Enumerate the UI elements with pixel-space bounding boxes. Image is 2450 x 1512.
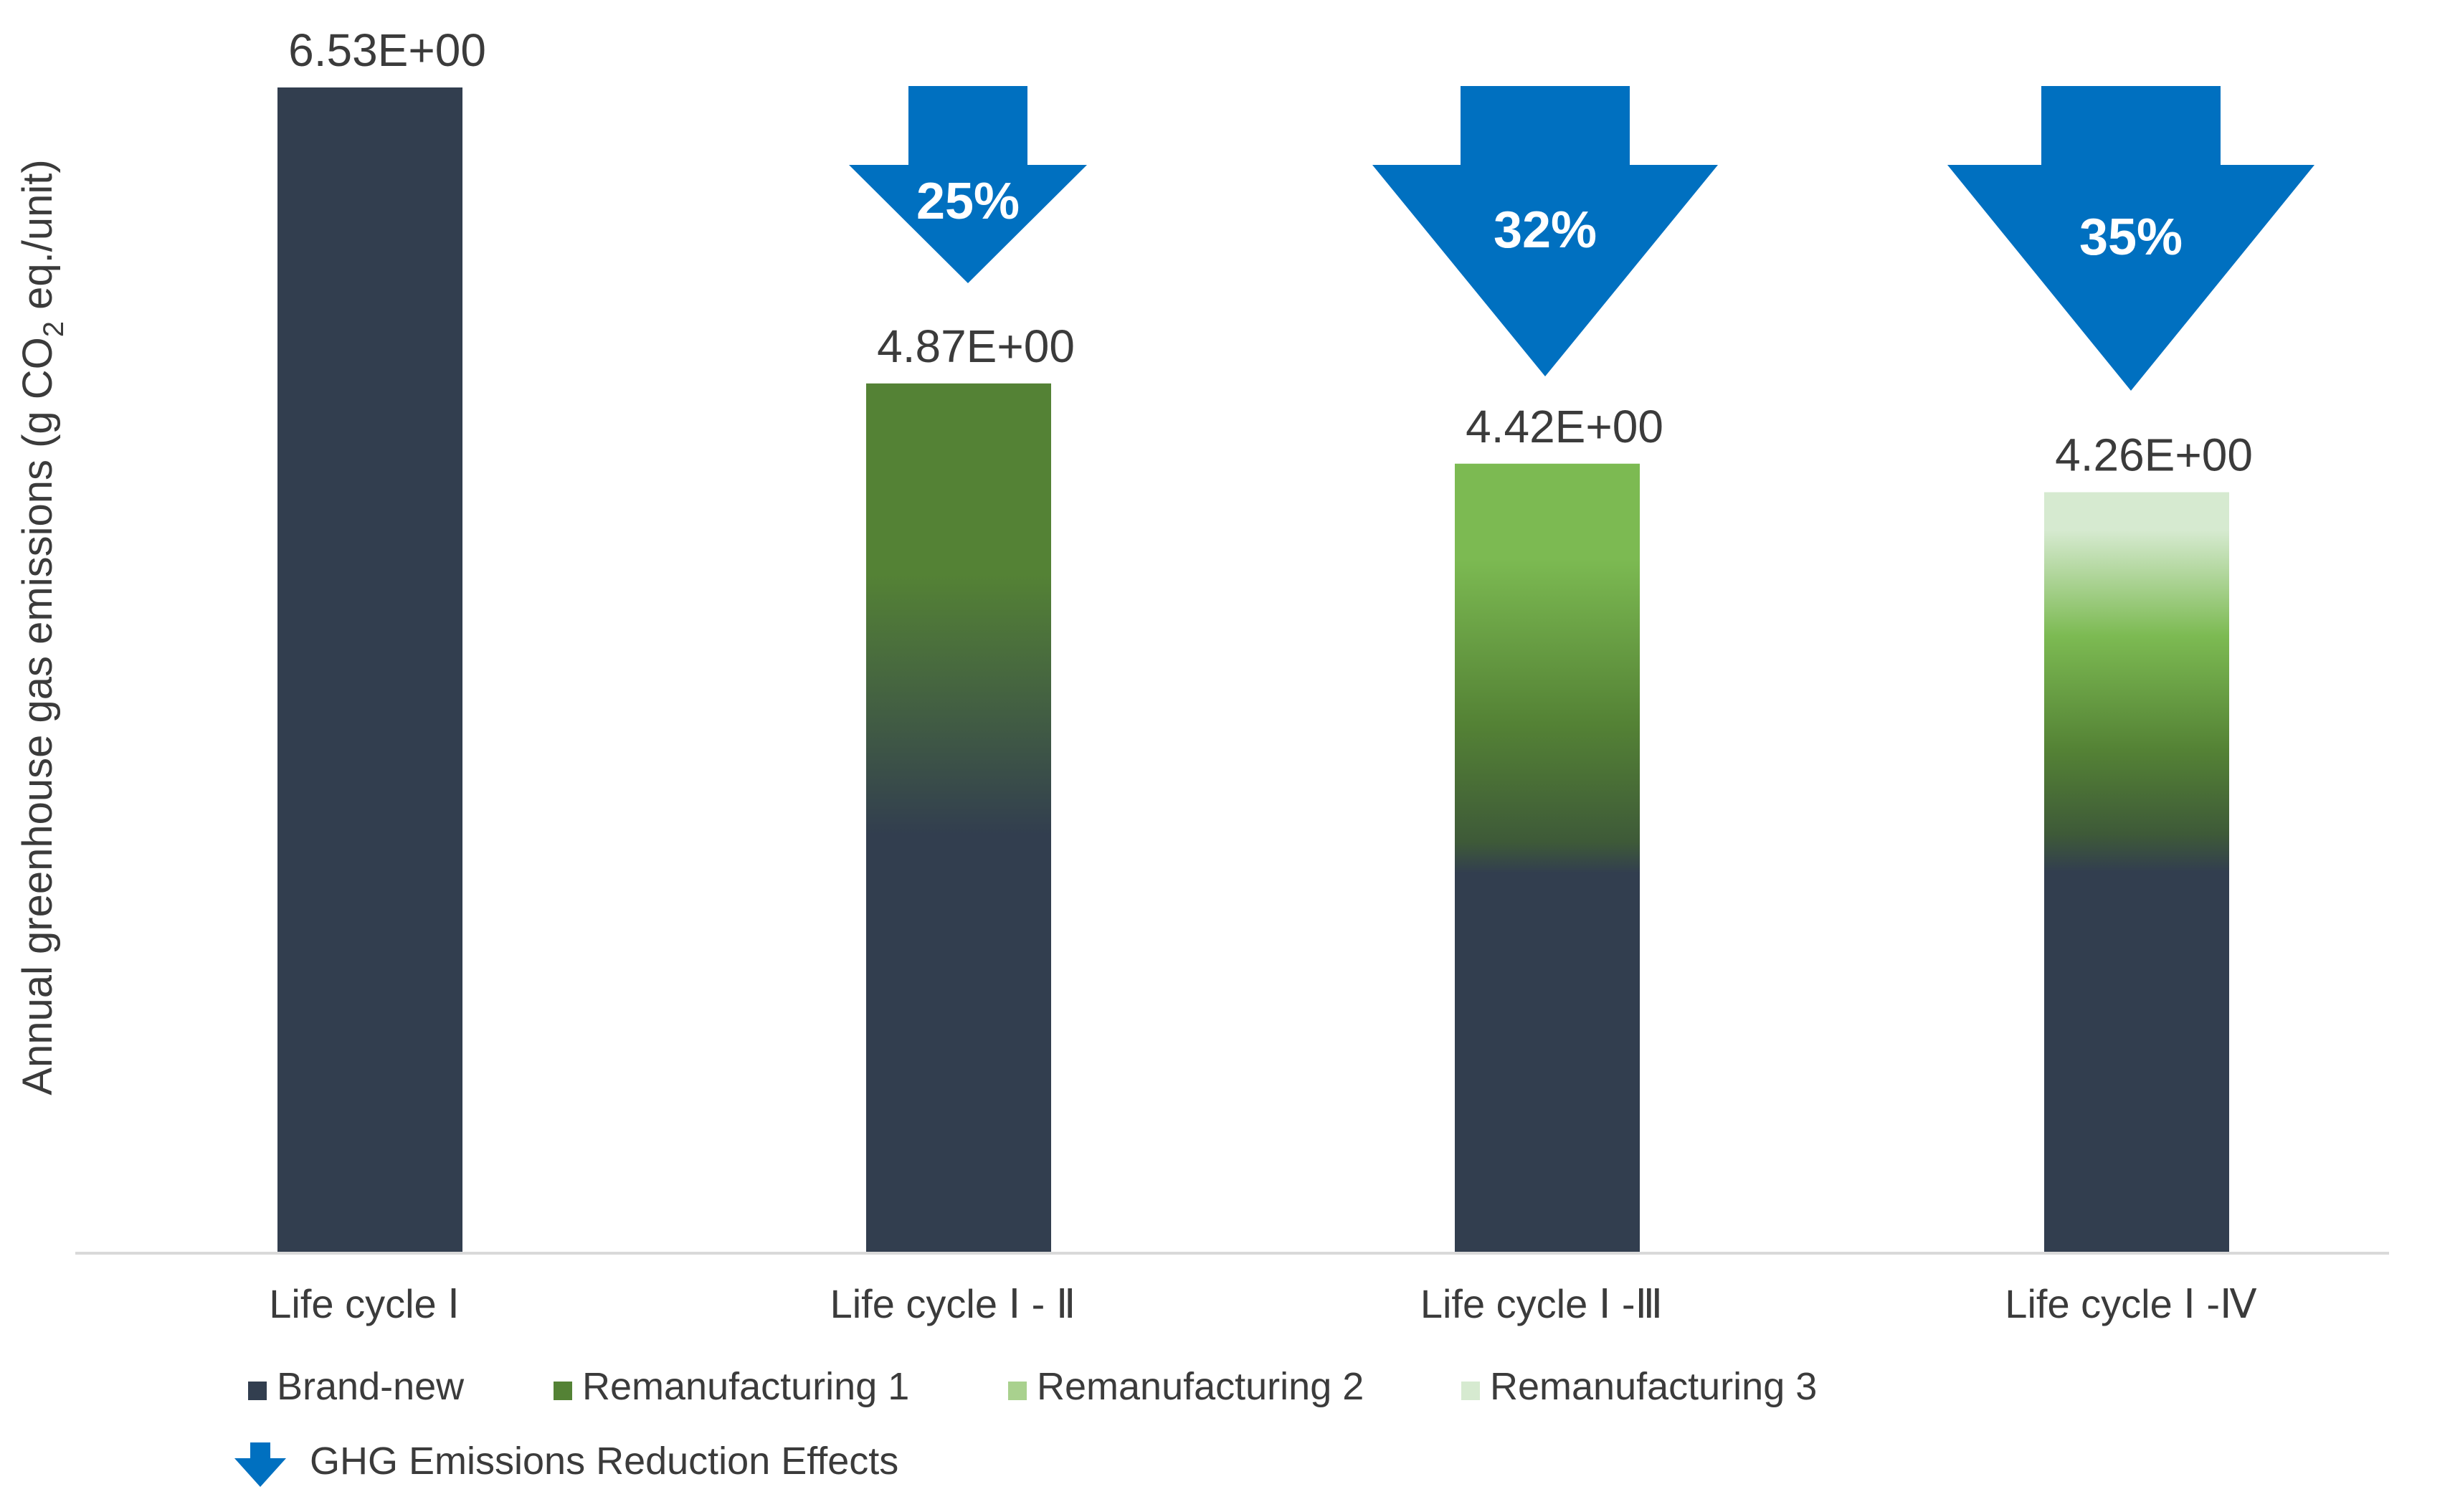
bar-4 <box>2044 492 2229 1252</box>
legend-swatch-3 <box>1008 1382 1027 1400</box>
bar-1 <box>277 87 462 1252</box>
legend-swatch-4 <box>1461 1382 1480 1400</box>
value-label-2: 4.87E+00 <box>877 320 1075 372</box>
legend-label-1: Brand-new <box>277 1365 465 1408</box>
value-labels: 6.53E+00 4.87E+00 4.42E+00 4.26E+00 <box>288 24 2253 481</box>
x-tick-label-1: Life cycle Ⅰ <box>269 1281 460 1326</box>
legend: Brand-new Remanufacturing 1 Remanufacturin… <box>234 1365 1817 1487</box>
y-axis-title: Annual greenhouse gas emissions (g CO2 e… <box>14 159 70 1095</box>
reduction-arrow-2 <box>1372 86 1718 376</box>
legend-label-2: Remanufacturing 1 <box>582 1365 909 1408</box>
legend-label-reduction: GHG Emissions Reduction Effects <box>310 1440 898 1483</box>
legend-label-3: Remanufacturing 2 <box>1037 1365 1364 1408</box>
bars <box>277 87 2229 1252</box>
reduction-arrow-1 <box>849 86 1087 283</box>
reduction-label-2: 32% <box>1494 201 1597 259</box>
reduction-arrows: 25% 32% 35% <box>849 86 2314 391</box>
x-tick-label-4: Life cycle Ⅰ -Ⅳ <box>2005 1281 2257 1326</box>
x-tick-label-3: Life cycle Ⅰ -Ⅲ <box>1420 1281 1663 1326</box>
legend-swatch-1 <box>248 1382 267 1400</box>
reduction-label-1: 25% <box>916 173 1020 230</box>
legend-arrow-down-icon <box>234 1442 286 1487</box>
bar-2 <box>866 383 1051 1252</box>
legend-label-4: Remanufacturing 3 <box>1490 1365 1817 1408</box>
value-label-1: 6.53E+00 <box>288 24 486 76</box>
x-tick-labels: Life cycle Ⅰ Life cycle Ⅰ - Ⅱ Life cycle Ⅰ… <box>269 1281 2257 1326</box>
value-label-4: 4.26E+00 <box>2055 429 2253 481</box>
reduction-arrow-3 <box>1947 86 2314 391</box>
value-label-3: 4.42E+00 <box>1466 401 1663 452</box>
legend-swatch-2 <box>554 1382 572 1400</box>
reduction-label-3: 35% <box>2079 209 2183 266</box>
x-tick-label-2: Life cycle Ⅰ - Ⅱ <box>830 1281 1076 1326</box>
bar-3 <box>1455 463 1640 1252</box>
